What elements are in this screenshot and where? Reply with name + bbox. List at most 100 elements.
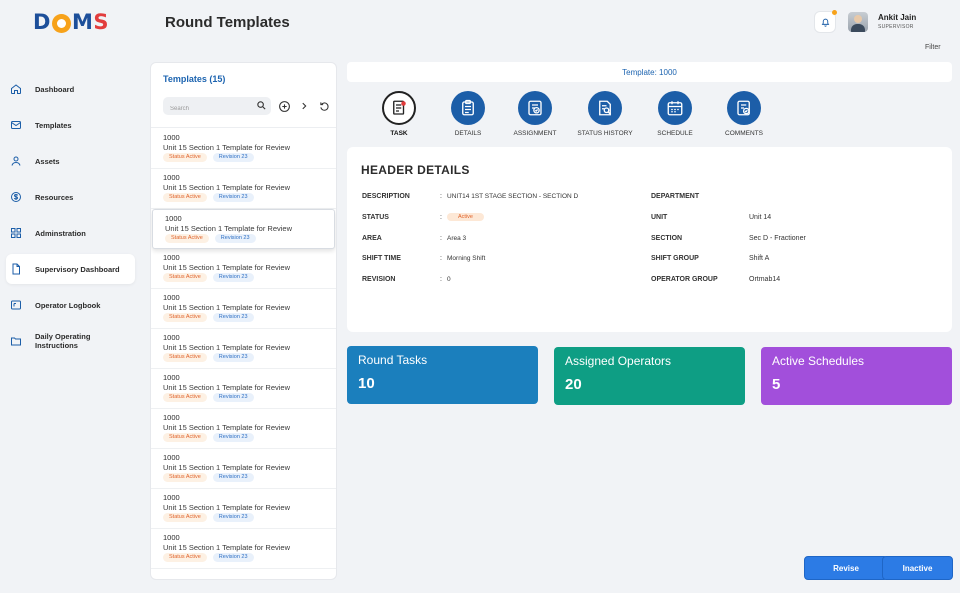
stat-label: Round Tasks (358, 353, 428, 367)
status-badge: Status Active (163, 273, 207, 282)
assigned-operators-card[interactable]: Assigned Operators 20 (554, 347, 745, 405)
revision-badge: Revision 23 (212, 553, 254, 562)
template-id: 1000 (163, 373, 180, 382)
logbook-icon (11, 300, 21, 310)
template-badges: Status Active Revision 23 (165, 234, 334, 243)
search-icon[interactable] (256, 100, 267, 111)
revision-badge: Revision 23 (212, 153, 254, 162)
stat-value: 5 (772, 376, 781, 393)
notification-button[interactable] (814, 10, 837, 33)
templates-list-title: Templates (15) (163, 74, 226, 84)
template-list-item[interactable]: 1000 Unit 15 Section 1 Template for Revie… (151, 329, 336, 369)
header-details-card: HEADER DETAILS DESCRIPTION : UNIT14 1ST … (347, 147, 952, 332)
tab-label: ASSIGNMENT (513, 130, 557, 137)
add-template-button[interactable] (277, 99, 291, 113)
unit-label: UNIT (651, 214, 668, 221)
template-list-item[interactable]: 1000 Unit 15 Section 1 Template for Revie… (151, 129, 336, 169)
sidebar-item-dashboard[interactable]: Dashboard (6, 74, 135, 104)
document-icon (12, 263, 20, 275)
description-value: UNIT14 1ST STAGE SECTION - SECTION D (447, 193, 579, 200)
tab-label: DETAILS (454, 130, 482, 137)
revise-button[interactable]: Revise (804, 556, 888, 580)
template-list-item[interactable]: 1000 Unit 15 Section 1 Template for Revie… (151, 249, 336, 289)
refresh-icon (319, 101, 329, 111)
tab-status-history[interactable]: STATUS HISTORY (570, 91, 640, 137)
inactive-button[interactable]: Inactive (882, 556, 953, 580)
template-name: Unit 15 Section 1 Template for Review (165, 224, 293, 233)
template-id: 1000 (165, 214, 182, 223)
folder-icon (11, 337, 21, 346)
status-badge: Status Active (163, 513, 207, 522)
template-list-item[interactable]: 1000 Unit 15 Section 1 Template for Revie… (151, 169, 336, 209)
template-id-label: Template: 1000 (622, 67, 677, 77)
stat-label: Active Schedules (772, 354, 865, 368)
active-schedules-card[interactable]: Active Schedules 5 (761, 347, 952, 405)
sidebar-item-assets[interactable]: Assets (6, 146, 135, 176)
tab-task[interactable]: TASK (364, 91, 434, 137)
status-badge: Status Active (165, 234, 209, 243)
sidebar-item-label: Assets (35, 156, 60, 166)
field-colon: : (440, 235, 442, 242)
status-badge: Status Active (163, 193, 207, 202)
template-list-item[interactable]: 1000 Unit 15 Section 1 Template for Revie… (152, 209, 335, 249)
template-list-item[interactable]: 1000 Unit 15 Section 1 Template for Revie… (151, 449, 336, 489)
template-id-bar: Template: 1000 (347, 62, 952, 82)
sidebar-item-adminstration[interactable]: Adminstration (6, 218, 135, 248)
stat-label: Assigned Operators (565, 354, 672, 368)
area-value: Area 3 (447, 235, 467, 242)
sidebar-item-resources[interactable]: Resources (6, 182, 135, 212)
round-tasks-card[interactable]: Round Tasks 10 (347, 346, 538, 404)
sidebar-item-operator-logbook[interactable]: Operator Logbook (6, 290, 135, 320)
user-name: Ankit Jain (878, 13, 917, 22)
field-colon: : (440, 214, 442, 221)
template-list-item[interactable]: 1000 Unit 15 Section 1 Template for Revie… (151, 529, 336, 569)
revision-badge: Revision 23 (212, 393, 254, 402)
tab-label: COMMENTS (725, 130, 763, 137)
template-name: Unit 15 Section 1 Template for Review (163, 143, 291, 152)
search-input[interactable] (163, 100, 253, 118)
revision-badge: Revision 23 (212, 273, 254, 282)
tab-details[interactable]: DETAILS (433, 91, 503, 137)
sidebar-item-label: Supervisory Dashboard (35, 264, 120, 274)
template-name: Unit 15 Section 1 Template for Review (163, 263, 291, 272)
dollar-icon (11, 192, 21, 202)
template-id: 1000 (163, 453, 180, 462)
template-badges: Status Active Revision 23 (163, 273, 336, 282)
template-name: Unit 15 Section 1 Template for Review (163, 423, 291, 432)
tab-schedule[interactable]: SCHEDULE (640, 91, 710, 137)
template-list-item[interactable]: 1000 Unit 15 Section 1 Template for Revie… (151, 489, 336, 529)
sidebar-item-templates[interactable]: Templates (6, 110, 135, 140)
operator-group-label: OPERATOR GROUP (651, 276, 718, 283)
template-badges: Status Active Revision 23 (163, 153, 336, 162)
chevron-right-icon (302, 102, 307, 110)
mail-icon (11, 121, 21, 129)
revision-badge: Revision 23 (212, 313, 254, 322)
stat-value: 20 (565, 376, 582, 393)
template-list-item[interactable]: 1000 Unit 15 Section 1 Template for Revie… (151, 369, 336, 409)
template-list-item[interactable]: 1000 Unit 15 Section 1 Template for Revie… (151, 409, 336, 449)
template-list-item[interactable]: 1000 Unit 15 Section 1 Template for Revie… (151, 289, 336, 329)
field-colon: : (440, 276, 442, 283)
revision-badge: Revision 23 (212, 193, 254, 202)
template-id: 1000 (163, 533, 180, 542)
avatar[interactable] (848, 12, 868, 32)
status-label: STATUS (362, 214, 389, 221)
template-name: Unit 15 Section 1 Template for Review (163, 303, 291, 312)
search-box (163, 97, 271, 118)
template-id: 1000 (163, 133, 180, 142)
stat-value: 10 (358, 375, 375, 392)
refresh-button[interactable] (317, 99, 331, 113)
sidebar-item-daily-operating-instructions[interactable]: Daily Operating Instructions (6, 326, 135, 356)
header-details-title: HEADER DETAILS (361, 163, 470, 177)
template-id: 1000 (163, 413, 180, 422)
notification-dot (832, 10, 837, 15)
tab-assignment[interactable]: ASSIGNMENT (500, 91, 570, 137)
sidebar-item-supervisory-dashboard[interactable]: Supervisory Dashboard (6, 254, 135, 284)
filter-link[interactable]: Filter (925, 44, 941, 51)
next-button[interactable] (297, 99, 311, 113)
template-name: Unit 15 Section 1 Template for Review (163, 543, 291, 552)
template-badges: Status Active Revision 23 (163, 353, 336, 362)
calendar-icon (667, 101, 683, 116)
tab-comments[interactable]: COMMENTS (709, 91, 779, 137)
